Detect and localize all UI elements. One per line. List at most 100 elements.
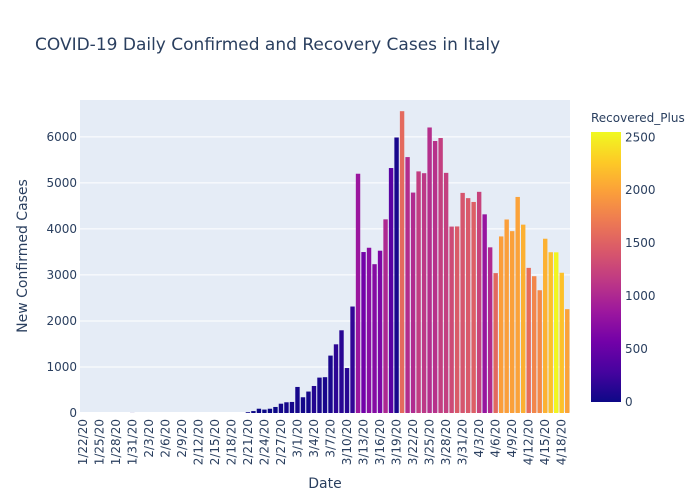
bar[interactable]	[537, 290, 542, 413]
bar[interactable]	[284, 402, 289, 413]
bar[interactable]	[333, 344, 339, 413]
bar[interactable]	[449, 226, 454, 413]
colorbar-title: Recovered_Plus	[591, 111, 685, 125]
colorbar	[591, 132, 621, 402]
bar[interactable]	[526, 267, 531, 413]
y-tick-label: 0	[69, 406, 77, 420]
bar[interactable]	[416, 171, 421, 413]
bar[interactable]	[543, 238, 548, 413]
bar[interactable]	[273, 406, 278, 413]
x-tick-label: 2/3/20	[142, 419, 156, 458]
bar[interactable]	[465, 198, 471, 413]
bar[interactable]	[394, 137, 399, 413]
x-axis-title: Date	[308, 476, 341, 492]
x-tick-label: 3/22/20	[406, 419, 420, 465]
bar[interactable]	[295, 386, 300, 413]
x-tick-label: 2/15/20	[208, 419, 222, 465]
bar[interactable]	[432, 141, 438, 413]
bar[interactable]	[521, 224, 526, 413]
x-tick-label: 1/25/20	[92, 419, 106, 465]
bar[interactable]	[438, 138, 443, 413]
y-tick-label: 4000	[46, 222, 77, 236]
bar[interactable]	[565, 309, 570, 413]
bar[interactable]	[476, 191, 482, 413]
bar[interactable]	[245, 412, 251, 413]
y-axis-title: New Confirmed Cases	[15, 179, 31, 333]
x-axis-ticks: 1/22/20 1/25/20 1/28/20 1/31/20 2/3/20 2/6/20…	[76, 419, 569, 465]
chart-title: COVID-19 Daily Confirmed and Recovery Ca…	[35, 35, 500, 55]
y-axis-ticks: 0 1000 2000 3000 4000 5000 6000	[46, 130, 77, 420]
bar[interactable]	[399, 111, 405, 413]
bar[interactable]	[498, 236, 504, 413]
x-tick-label: 2/21/20	[241, 419, 255, 465]
x-tick-label: 1/28/20	[109, 419, 123, 465]
x-tick-label: 2/6/20	[158, 419, 172, 458]
bar[interactable]	[311, 385, 317, 413]
y-tick-label: 3000	[46, 268, 77, 282]
bar[interactable]	[443, 172, 449, 413]
bar[interactable]	[377, 250, 383, 413]
bar[interactable]	[366, 247, 372, 413]
x-tick-label: 3/4/20	[307, 419, 321, 458]
bar[interactable]	[509, 231, 515, 413]
bar[interactable]	[515, 196, 520, 413]
bar[interactable]	[482, 214, 487, 413]
bar[interactable]	[278, 403, 284, 413]
bar[interactable]	[532, 276, 537, 413]
colorbar-tick-label: 0	[625, 395, 633, 409]
bar[interactable]	[372, 264, 377, 413]
x-tick-label: 4/9/20	[505, 419, 519, 458]
bar[interactable]	[267, 408, 273, 413]
x-tick-label: 2/24/20	[257, 419, 271, 465]
bar[interactable]	[300, 397, 306, 413]
bar[interactable]	[421, 173, 427, 413]
x-tick-label: 1/31/20	[125, 419, 139, 465]
x-tick-label: 3/7/20	[324, 419, 338, 458]
bar[interactable]	[559, 272, 564, 413]
x-tick-label: 3/13/20	[357, 419, 371, 465]
colorbar-tick-label: 2000	[625, 183, 656, 197]
bar[interactable]	[487, 247, 493, 413]
bar[interactable]	[262, 409, 267, 413]
bar[interactable]	[355, 173, 361, 413]
bar[interactable]	[427, 127, 432, 413]
bar[interactable]	[256, 408, 262, 413]
x-tick-label: 3/28/20	[439, 419, 453, 465]
bar[interactable]	[251, 411, 256, 413]
bar[interactable]	[548, 252, 553, 413]
bar[interactable]	[328, 355, 333, 413]
bar[interactable]	[405, 157, 410, 413]
bar[interactable]	[350, 306, 355, 413]
bar[interactable]	[361, 252, 366, 413]
x-tick-label: 1/22/20	[76, 419, 90, 465]
x-tick-label: 4/18/20	[555, 419, 569, 465]
y-tick-label: 1000	[46, 360, 77, 374]
colorbar-tick-label: 1500	[625, 236, 656, 250]
bar[interactable]	[317, 377, 322, 413]
x-tick-label: 3/1/20	[290, 419, 304, 458]
x-tick-label: 3/25/20	[423, 419, 437, 465]
x-tick-label: 4/6/20	[489, 419, 503, 458]
bar[interactable]	[289, 401, 295, 413]
bar[interactable]	[460, 192, 465, 413]
bar[interactable]	[339, 330, 344, 413]
bar[interactable]	[383, 219, 388, 413]
bar[interactable]	[454, 226, 460, 413]
colorbar-ticks: 0 500 1000 1500 2000 2500	[625, 130, 656, 409]
bar[interactable]	[410, 192, 416, 413]
y-tick-label: 2000	[46, 314, 77, 328]
y-tick-label: 5000	[46, 176, 77, 190]
bars	[130, 111, 570, 413]
x-tick-label: 2/18/20	[224, 419, 238, 465]
bar[interactable]	[306, 391, 311, 413]
bar[interactable]	[344, 368, 350, 413]
bar[interactable]	[322, 377, 328, 413]
bar[interactable]	[554, 252, 559, 413]
x-tick-label: 3/16/20	[373, 419, 387, 465]
bar[interactable]	[504, 219, 509, 413]
bar[interactable]	[493, 273, 498, 413]
x-tick-label: 2/27/20	[274, 419, 288, 465]
bar[interactable]	[388, 168, 394, 413]
bar[interactable]	[471, 201, 476, 413]
